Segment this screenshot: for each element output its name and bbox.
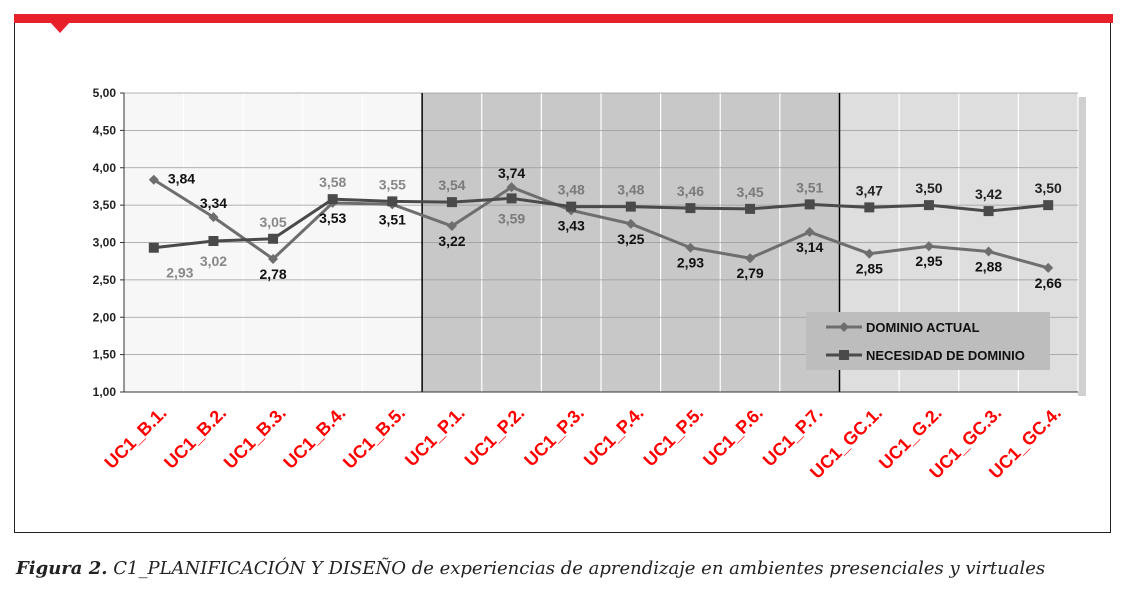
data-label-necesidad-de-dominio: 3,55 — [379, 176, 406, 192]
y-tick-label: 3,50 — [93, 198, 117, 212]
y-tick-label: 4,50 — [93, 123, 117, 137]
data-point-necesidad-de-dominio — [1043, 200, 1054, 211]
x-tick-label: UC1_P.2. — [461, 403, 529, 471]
data-label-dominio-actual: 3,25 — [617, 231, 644, 247]
x-tick-label: UC1_P.5. — [640, 403, 708, 471]
data-point-dominio-actual — [923, 241, 934, 252]
data-point-dominio-actual — [208, 212, 219, 223]
data-point-necesidad-de-dominio — [804, 199, 815, 210]
data-label-necesidad-de-dominio: 3,59 — [498, 210, 525, 226]
legend-marker-diamond — [839, 322, 849, 332]
data-label-necesidad-de-dominio: 3,02 — [200, 253, 227, 269]
data-label-necesidad-de-dominio: 3,47 — [856, 182, 883, 198]
figure-frame — [14, 14, 1111, 533]
data-label-dominio-actual: 3,84 — [168, 171, 195, 187]
data-point-dominio-actual — [506, 182, 517, 193]
y-tick-label: 2,50 — [93, 273, 117, 287]
line-chart: 1,00 1,50 2,00 2,50 3,00 3,50 4,00 4,50 5,00 UC1_… — [93, 86, 1086, 483]
data-point-dominio-actual — [446, 221, 457, 232]
data-label-dominio-actual: 3,51 — [379, 211, 406, 227]
data-point-dominio-actual — [864, 248, 875, 259]
data-label-dominio-actual: 2,95 — [915, 253, 942, 269]
data-label-dominio-actual: 2,66 — [1035, 275, 1062, 291]
data-point-dominio-actual — [148, 174, 159, 185]
x-tick-label: UC1_P.1. — [401, 403, 469, 471]
data-label-dominio-actual: 2,79 — [736, 265, 763, 281]
x-tick-label: UC1_B.4. — [279, 403, 349, 473]
data-label-dominio-actual: 3,74 — [498, 165, 525, 181]
caption-text: C1_PLANIFICACIÓN Y DISEÑO de experiencia… — [113, 558, 1046, 579]
legend-box — [806, 312, 1050, 370]
data-label-necesidad-de-dominio: 3,50 — [1035, 180, 1062, 196]
x-tick-label: UC1_P.4. — [580, 403, 648, 471]
y-tick-label: 2,00 — [93, 310, 117, 324]
data-point-dominio-actual — [685, 242, 696, 253]
data-point-necesidad-de-dominio — [625, 201, 636, 212]
plot-shadow — [1078, 97, 1086, 396]
data-label-necesidad-de-dominio: 3,58 — [319, 174, 346, 190]
data-point-necesidad-de-dominio — [506, 193, 517, 204]
y-tick-label: 1,50 — [93, 348, 117, 362]
caption-label: Figura 2. — [16, 558, 108, 579]
x-tick-label: UC1_B.2. — [160, 403, 230, 473]
data-point-dominio-actual — [625, 218, 636, 229]
data-point-necesidad-de-dominio — [148, 242, 159, 253]
legend-entry-label: NECESIDAD DE DOMINIO — [866, 348, 1025, 363]
data-label-dominio-actual: 3,14 — [796, 239, 823, 255]
data-label-necesidad-de-dominio: 3,46 — [677, 183, 704, 199]
y-tick-label: 3,00 — [93, 236, 117, 250]
data-label-necesidad-de-dominio: 3,05 — [259, 214, 286, 230]
data-point-necesidad-de-dominio — [685, 203, 696, 214]
x-tick-label: UC1_B.5. — [339, 403, 409, 473]
data-point-necesidad-de-dominio — [745, 203, 756, 214]
data-label-dominio-actual: 3,43 — [558, 217, 585, 233]
y-tick-label: 1,00 — [93, 385, 117, 399]
data-label-necesidad-de-dominio: 3,45 — [736, 184, 763, 200]
data-point-necesidad-de-dominio — [446, 197, 457, 208]
data-point-necesidad-de-dominio — [208, 236, 219, 247]
top-accent-bar — [14, 14, 1113, 23]
data-point-necesidad-de-dominio — [327, 194, 338, 205]
y-tick-label: 4,00 — [93, 161, 117, 175]
data-label-dominio-actual: 2,78 — [259, 266, 286, 282]
data-point-dominio-actual — [1043, 262, 1054, 273]
data-label-dominio-actual: 3,53 — [319, 210, 346, 226]
data-point-necesidad-de-dominio — [983, 206, 994, 217]
y-tick-label: 5,00 — [93, 86, 117, 100]
x-tick-label: UC1_P.3. — [520, 403, 588, 471]
data-label-dominio-actual: 3,22 — [438, 233, 465, 249]
data-point-necesidad-de-dominio — [864, 202, 875, 213]
series-line-necesidad-de-dominio — [153, 196, 1049, 250]
data-label-necesidad-de-dominio: 3,42 — [975, 186, 1002, 202]
data-point-necesidad-de-dominio — [566, 201, 577, 212]
data-label-dominio-actual: 3,34 — [200, 195, 227, 211]
x-tick-label: UC1_B.1. — [101, 403, 171, 473]
data-point-dominio-actual — [804, 227, 815, 238]
data-label-necesidad-de-dominio: 3,48 — [558, 182, 585, 198]
data-label-necesidad-de-dominio: 3,51 — [796, 179, 823, 195]
x-tick-label: UC1_P.6. — [699, 403, 767, 471]
x-tick-label: UC1_B.3. — [220, 403, 290, 473]
figure-caption: Figura 2. C1_PLANIFICACIÓN Y DISEÑO de e… — [16, 558, 1045, 579]
data-point-dominio-actual — [745, 253, 756, 264]
data-label-necesidad-de-dominio: 2,93 — [166, 265, 193, 281]
data-label-necesidad-de-dominio: 3,48 — [617, 182, 644, 198]
data-label-dominio-actual: 2,88 — [975, 258, 1002, 274]
data-label-necesidad-de-dominio: 3,50 — [915, 180, 942, 196]
data-point-dominio-actual — [268, 253, 279, 264]
data-point-necesidad-de-dominio — [387, 196, 398, 207]
series-line-dominio-actual — [153, 178, 1049, 270]
legend-entry-label: DOMINIO ACTUAL — [866, 320, 980, 335]
data-label-dominio-actual: 2,93 — [677, 255, 704, 271]
data-point-necesidad-de-dominio — [268, 233, 279, 244]
data-point-dominio-actual — [983, 246, 994, 257]
data-label-necesidad-de-dominio: 3,54 — [438, 177, 465, 193]
data-label-dominio-actual: 2,85 — [856, 261, 883, 277]
data-point-necesidad-de-dominio — [923, 200, 934, 211]
legend-marker-square — [839, 350, 849, 360]
accent-notch — [50, 22, 70, 33]
